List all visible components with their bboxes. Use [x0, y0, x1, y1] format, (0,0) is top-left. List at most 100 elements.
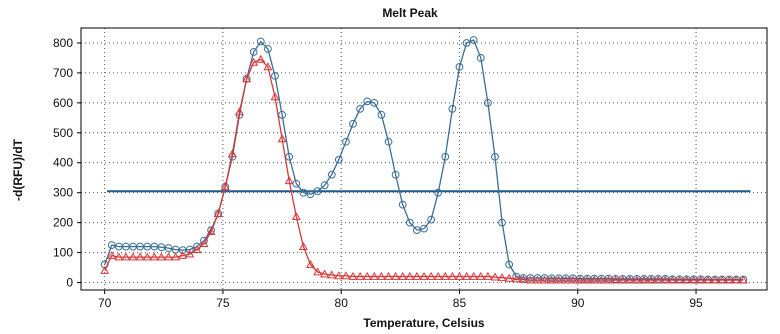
series-1-point	[505, 260, 514, 269]
series-2-point	[149, 252, 159, 261]
series-1-point	[398, 200, 407, 209]
series-2-point	[227, 149, 237, 158]
series-2-point	[384, 271, 393, 280]
series-1-point	[342, 137, 350, 146]
series-2-point	[291, 211, 301, 220]
series-2-group	[100, 54, 748, 284]
y-tick-label: 200	[53, 216, 73, 230]
series-2-point	[362, 271, 372, 280]
x-tick-label: 90	[571, 296, 585, 310]
series-1-point	[356, 104, 365, 113]
series-2-point	[710, 275, 720, 284]
y-tick-label: 300	[53, 186, 73, 200]
series-2-point	[703, 275, 713, 284]
series-2-point	[433, 271, 443, 280]
series-2-point	[476, 271, 486, 280]
series-2-point	[462, 271, 472, 280]
axis-ticks: 70 75 80 85 90 95 0 100 200 300 400 500 600 700 800	[53, 36, 703, 310]
series-2-point	[455, 271, 464, 280]
series-2-point	[675, 275, 684, 284]
series-2-point	[100, 265, 110, 274]
series-1-point	[455, 63, 464, 71]
series-2-point	[504, 273, 514, 282]
series-1-point	[377, 110, 386, 119]
series-2-point	[717, 275, 727, 284]
series-2-point	[469, 271, 479, 280]
y-tick-label: 600	[53, 96, 73, 110]
x-axis-label: Temperature, Celsius	[363, 316, 484, 330]
series-2-point	[114, 252, 124, 261]
series-2-point	[724, 275, 734, 284]
series-2-point	[334, 271, 344, 280]
series-1-point	[256, 37, 265, 46]
series-2-point	[171, 252, 181, 261]
series-1-point	[462, 39, 471, 47]
series-1-point	[249, 48, 258, 56]
series-1-point	[441, 152, 450, 161]
y-tick-label: 100	[53, 246, 73, 260]
series-1-point	[413, 226, 421, 235]
series-1-point	[320, 181, 329, 190]
series-2-point	[561, 275, 571, 284]
series-2-point	[398, 271, 408, 280]
series-1-point	[363, 97, 372, 106]
series-2-point	[249, 57, 259, 66]
series-2-point	[178, 250, 188, 259]
series-1-point	[185, 245, 194, 254]
chart-title: Melt Peak	[382, 6, 438, 20]
series-2-point	[164, 252, 173, 261]
series-1-point	[512, 272, 521, 281]
x-tick-label: 70	[98, 296, 112, 310]
series-2-point	[199, 238, 209, 247]
series-2-point	[611, 275, 621, 284]
series-2-point	[525, 275, 535, 284]
series-2-point	[639, 275, 649, 284]
plot-frame	[80, 27, 768, 291]
series-1-point	[370, 98, 379, 107]
series-2-point	[696, 275, 706, 284]
series-1-point	[334, 155, 343, 164]
x-tick-label: 95	[689, 296, 703, 310]
series-2-point	[220, 182, 230, 191]
series-2-point	[235, 107, 244, 116]
series-2-point	[263, 62, 273, 71]
series-2-point	[412, 271, 422, 280]
series-1-point	[327, 170, 336, 179]
series-1-point	[299, 188, 308, 197]
series-2-point	[660, 275, 670, 284]
series-1-point	[469, 36, 478, 44]
series-2-point	[348, 271, 358, 280]
x-tick-label: 80	[335, 296, 349, 310]
series-2-point	[440, 271, 450, 280]
series-1-point	[164, 244, 173, 252]
y-axis-label: -d(RFU)/dT	[11, 138, 25, 201]
series-2-point	[376, 271, 386, 280]
series-2-point	[135, 252, 145, 261]
y-tick-label: 500	[53, 126, 73, 140]
series-2-point	[589, 275, 599, 284]
series-2-point	[306, 259, 315, 268]
series-1-point	[448, 104, 457, 113]
series-1-point	[313, 187, 322, 196]
series-1-point	[476, 54, 485, 62]
series-2-point	[568, 275, 578, 284]
series-2-point	[121, 252, 131, 261]
series-2-point	[313, 267, 323, 276]
series-2-point	[270, 92, 280, 101]
series-1-point	[491, 152, 499, 161]
series-1-point	[427, 215, 435, 224]
y-tick-label: 700	[53, 66, 73, 80]
series-layer	[100, 36, 748, 284]
series-2-point	[206, 226, 216, 235]
series-1-point	[420, 224, 428, 233]
series-2-point	[646, 275, 656, 284]
series-2-point	[256, 54, 266, 63]
series-2-point	[483, 271, 493, 280]
series-2-point	[582, 275, 592, 284]
series-2-point	[689, 275, 699, 284]
series-1-point	[434, 188, 443, 197]
series-2-point	[731, 275, 741, 284]
series-2-point	[575, 275, 585, 284]
